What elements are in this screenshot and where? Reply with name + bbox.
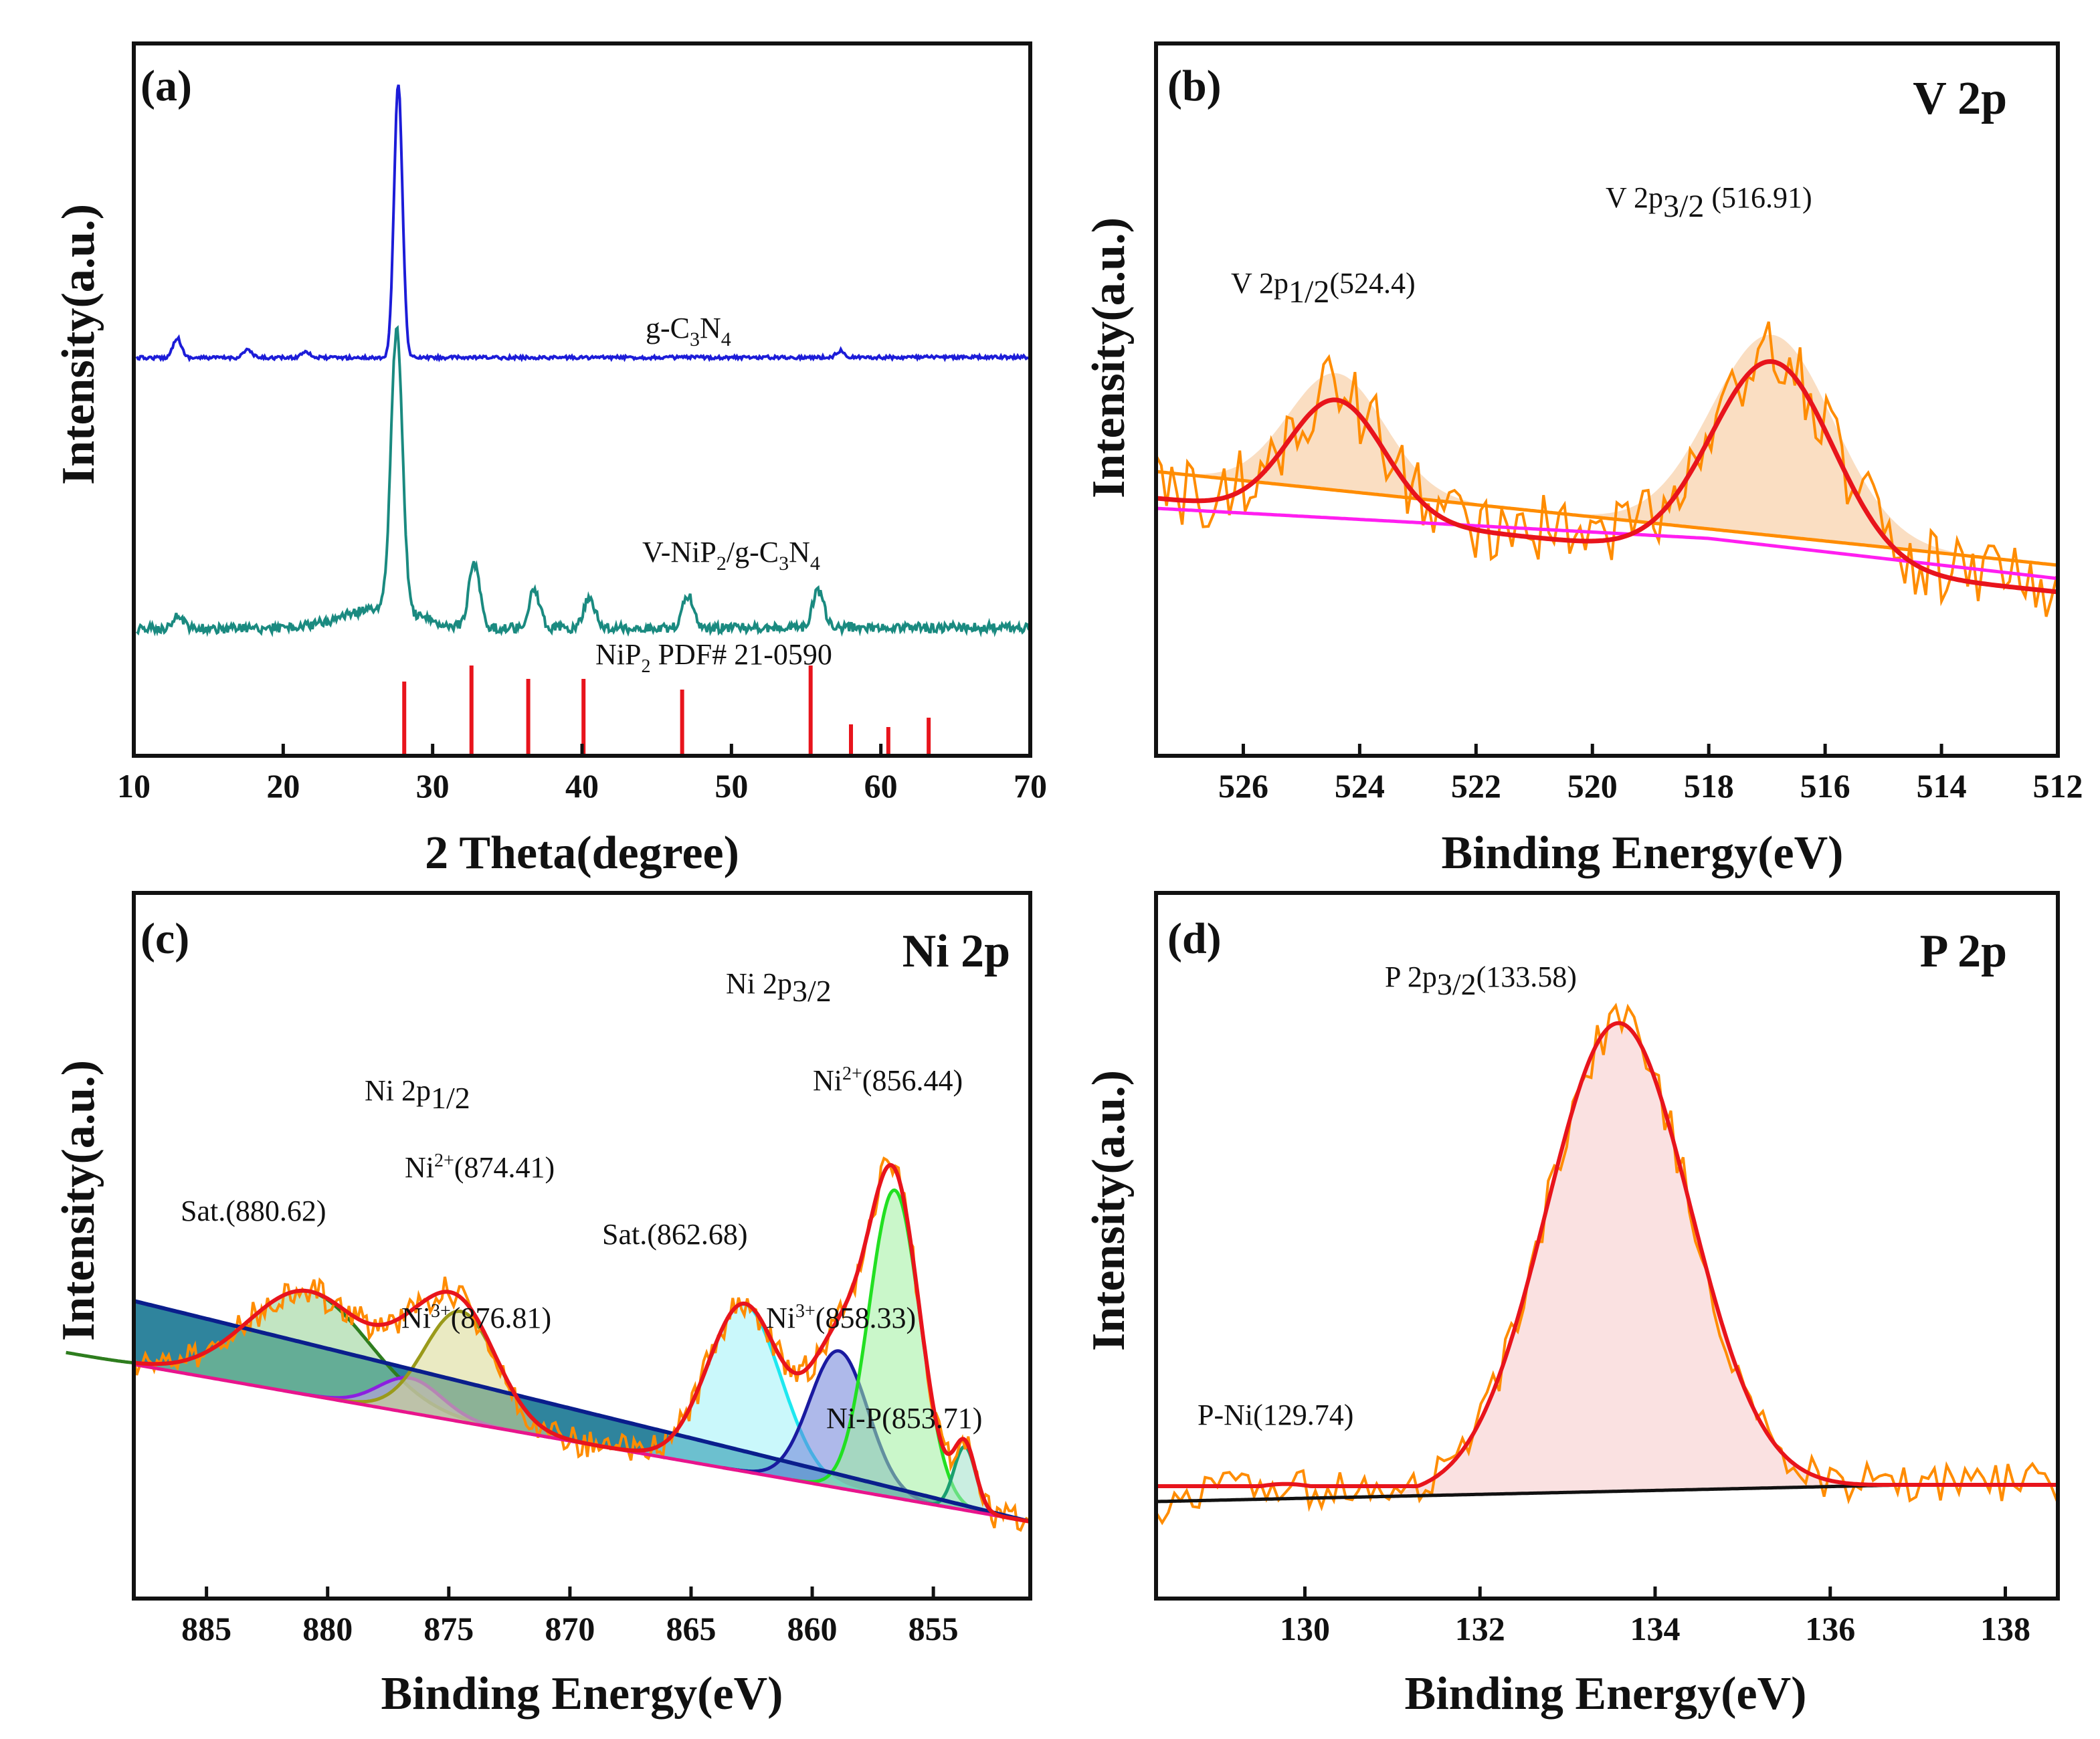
p2p-envelope-fit	[1156, 1021, 2057, 1488]
annot-ni3-876: Ni3+(876.81)	[401, 1301, 551, 1334]
panel-c-x-tick-label: 875	[423, 1610, 474, 1647]
panel-b-x-tick-label: 526	[1218, 767, 1268, 805]
panel-a-plot	[135, 84, 1031, 754]
panel-d-x-tick-label: 134	[1630, 1610, 1680, 1647]
ni2p-component-fill	[793, 1190, 997, 1516]
ni2p-component-fill	[66, 1290, 551, 1438]
panel-d: 130 132 134 136 138 (d) P 2p Binding Energy(…	[1083, 891, 2060, 1720]
annot-sat-880: Sat.(880.62)	[181, 1195, 326, 1227]
series-label-gc3n4: g-C3N4	[646, 312, 731, 350]
panel-c-ticks: 885 880 875 870 865 860 855	[181, 1587, 959, 1647]
panel-a-x-tick-label: 30	[416, 767, 450, 805]
panel-b-x-tick-label: 522	[1451, 767, 1501, 805]
panel-c-corner-label: Ni 2p	[902, 926, 1010, 977]
peak-label-v2p32: V 2p3/2 (516.91)	[1606, 181, 1812, 224]
panel-b-x-tick-label: 514	[1917, 767, 1967, 805]
v2p-raw-data	[1155, 321, 2059, 617]
annot-ni2p32: Ni 2p3/2	[726, 967, 832, 1008]
panel-a-ylabel: Intensity(a.u.)	[53, 204, 104, 485]
panel-d-plot	[1155, 1003, 2059, 1526]
panel-d-ticks: 130 132 134 136 138	[1280, 1587, 2030, 1647]
panel-d-corner-label: P 2p	[1920, 926, 2007, 977]
p2p-peak-fill	[1375, 1023, 1899, 1497]
panel-c-xlabel: Binding Energy(eV)	[381, 1668, 783, 1720]
panel-c-x-tick-label: 860	[787, 1610, 838, 1647]
ni2p-component-fill	[599, 1304, 890, 1498]
panel-a-x-tick-label: 40	[565, 767, 599, 805]
panel-a-ticks: 10 20 30 40 50 60 70	[117, 744, 1047, 805]
panel-a-label: (a)	[140, 62, 192, 110]
v2p-envelope-fit	[1155, 359, 2057, 595]
panel-c-plot	[66, 1156, 1031, 1532]
panel-b-x-tick-label: 520	[1567, 767, 1618, 805]
panel-c-frame	[132, 891, 1032, 1601]
panel-b-label: (b)	[1167, 62, 1222, 110]
panel-d-ylabel: Intensity(a.u.)	[1083, 1070, 1135, 1351]
ni2p-raw-data	[132, 1156, 1030, 1532]
panel-b-x-tick-label: 516	[1800, 767, 1850, 805]
panel-b-x-tick-label: 524	[1335, 767, 1385, 805]
ni2p-linear-background	[133, 1299, 1029, 1524]
panel-b-plot	[1155, 321, 2059, 617]
panel-a: 10 20 30 40 50 60 70 (a) 2 Theta(degree) Inten…	[53, 41, 1047, 879]
series-label-v-nip2-gc3n4: V-NiP2/g-C3N4	[642, 536, 820, 575]
panel-c-x-tick-label: 865	[666, 1610, 716, 1647]
ni2p-envelope-fit	[133, 1162, 1031, 1524]
xrd-series-line	[136, 325, 1031, 637]
panel-d-frame	[1154, 891, 2060, 1601]
panel-b-xlabel: Binding Energy(eV)	[1442, 827, 1844, 879]
annot-ni2-856: Ni2+(856.44)	[813, 1063, 963, 1097]
panel-b-frame	[1154, 41, 2060, 758]
panel-d-x-tick-label: 136	[1805, 1610, 1855, 1647]
v2p-peak-fill	[1156, 334, 2057, 565]
panel-b: 526 524 522 520 518 516 514 512 (b) V 2p Bindin…	[1083, 41, 2083, 879]
annot-ni2-874: Ni2+(874.41)	[405, 1150, 555, 1184]
panel-a-x-tick-label: 70	[1014, 767, 1047, 805]
panel-b-x-tick-label: 518	[1684, 767, 1734, 805]
panel-b-ticks: 526 524 522 520 518 516 514 512	[1218, 744, 2083, 805]
xrd-series-line	[135, 84, 1031, 363]
annot-ni-p-853: Ni-P(853.71)	[826, 1402, 982, 1435]
peak-label-p2p32: P 2p3/2(133.58)	[1385, 960, 1577, 1001]
panel-d-label: (d)	[1167, 914, 1222, 963]
panel-d-xlabel: Binding Energy(eV)	[1405, 1668, 1807, 1720]
panel-a-x-tick-label: 50	[714, 767, 748, 805]
annot-ni2p12: Ni 2p1/2	[365, 1074, 470, 1115]
panel-c-x-tick-label: 880	[302, 1610, 353, 1647]
reference-label-nip2: NiP2 PDF# 21-0590	[595, 638, 832, 677]
panel-c: 885 880 875 870 865 860 855 (c) Ni 2p Binding …	[53, 891, 1032, 1720]
panel-d-x-tick-label: 138	[1980, 1610, 2030, 1647]
panel-a-x-tick-label: 10	[117, 767, 151, 805]
annot-sat-862: Sat.(862.68)	[602, 1218, 748, 1251]
panel-b-ylabel: Intensity(a.u.)	[1083, 217, 1135, 498]
panel-b-corner-label: V 2p	[1913, 73, 2007, 124]
panel-c-label: (c)	[140, 914, 189, 963]
peak-label-p-ni: P-Ni(129.74)	[1198, 1399, 1353, 1431]
panel-c-x-tick-label: 855	[909, 1610, 959, 1647]
annot-ni3-858: Ni3+(858.33)	[766, 1301, 916, 1334]
panel-c-x-tick-label: 885	[181, 1610, 231, 1647]
peak-label-v2p12: V 2p1/2(524.4)	[1231, 267, 1416, 310]
panel-a-x-tick-label: 60	[864, 767, 898, 805]
ni2p-component-fill	[315, 1311, 607, 1447]
panel-a-xlabel: 2 Theta(degree)	[425, 827, 739, 879]
panel-a-x-tick-label: 20	[266, 767, 300, 805]
panel-c-x-tick-label: 870	[545, 1610, 595, 1647]
panel-d-x-tick-label: 132	[1455, 1610, 1505, 1647]
panel-b-x-tick-label: 512	[2033, 767, 2083, 805]
panel-d-x-tick-label: 130	[1280, 1610, 1330, 1647]
ni2p-component-fill	[723, 1350, 955, 1509]
panel-c-ylabel: Intensity(a.u.)	[53, 1060, 104, 1341]
v2p-linear-background	[1155, 470, 2057, 567]
panel-a-frame	[132, 41, 1032, 758]
